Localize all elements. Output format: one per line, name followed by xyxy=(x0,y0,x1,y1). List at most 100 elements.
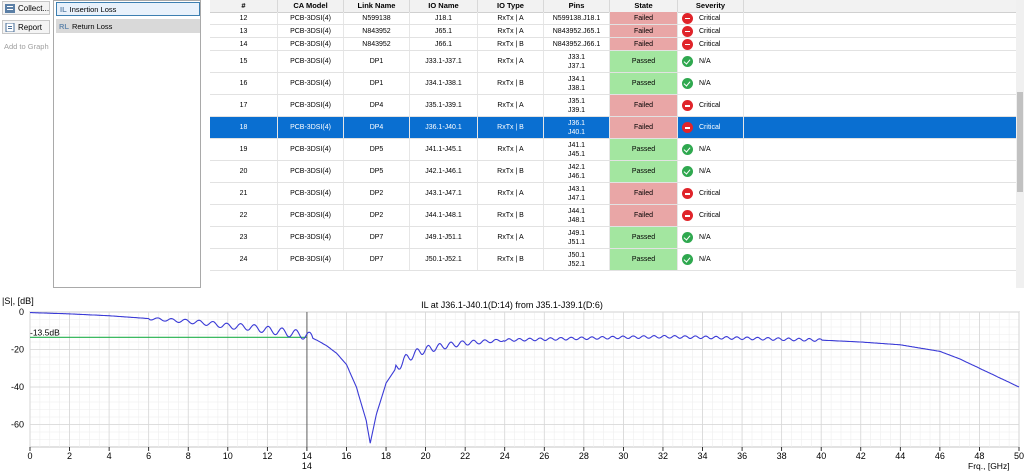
pins-cell: J35.1 J39.1 xyxy=(544,95,610,116)
column-header[interactable]: Pins xyxy=(544,0,610,12)
severity-label: Critical xyxy=(699,212,721,219)
table-row[interactable]: 16 PCB-3DSI(4) DP1 J34.1-J38.1 RxTx | B J34.1… xyxy=(210,73,1016,95)
link-cell: DP1 xyxy=(344,51,410,72)
table-row[interactable]: 12 PCB-3DSI(4) N599138 J18.1 RxTx | A N599138… xyxy=(210,12,1016,25)
num-cell: 15 xyxy=(210,51,278,72)
io-cell: J33.1-J37.1 xyxy=(410,51,478,72)
severity-cell: Critical xyxy=(678,38,744,50)
io-cell: J65.1 xyxy=(410,25,478,37)
report-button[interactable]: Report xyxy=(2,20,50,34)
scrollbar-thumb[interactable] xyxy=(1017,92,1023,192)
type-cell: RxTx | A xyxy=(478,12,544,24)
state-cell: Passed xyxy=(610,51,678,72)
x-tick-label: 50 xyxy=(1014,451,1024,461)
type-cell: RxTx | B xyxy=(478,73,544,94)
table-row[interactable]: 24 PCB-3DSI(4) DP7 J50.1-J52.1 RxTx | B J50.1… xyxy=(210,249,1016,271)
pins-cell: J33.1 J37.1 xyxy=(544,51,610,72)
model-cell: PCB-3DSI(4) xyxy=(278,227,344,248)
chart-title: IL at J36.1-J40.1(D:14) from J35.1-J39.1… xyxy=(421,300,603,310)
y-tick-label: -60 xyxy=(11,420,24,430)
column-header[interactable]: CA Model xyxy=(278,0,344,12)
table-row[interactable]: 20 PCB-3DSI(4) DP5 J42.1-J46.1 RxTx | B J42.1… xyxy=(210,161,1016,183)
link-cell: DP1 xyxy=(344,73,410,94)
severity-cell: Critical xyxy=(678,183,744,204)
table-row[interactable]: 23 PCB-3DSI(4) DP7 J49.1-J51.1 RxTx | A J49.1… xyxy=(210,227,1016,249)
table-row[interactable]: 21 PCB-3DSI(4) DP2 J43.1-J47.1 RxTx | A J43.1… xyxy=(210,183,1016,205)
list-item-insertion-loss[interactable]: IL Insertion Loss xyxy=(56,2,200,16)
severity-cell: N/A xyxy=(678,227,744,248)
pins-cell: N843952.J66.1 xyxy=(544,38,610,50)
severity-label: Critical xyxy=(699,14,721,22)
x-tick-label: 2 xyxy=(67,451,72,461)
x-tick-label: 16 xyxy=(341,451,351,461)
table-row[interactable]: 18 PCB-3DSI(4) DP4 J36.1-J40.1 RxTx | B J36.1… xyxy=(210,117,1016,139)
x-tick-label: 32 xyxy=(658,451,668,461)
check-icon xyxy=(682,232,693,243)
critical-icon xyxy=(682,12,693,24)
column-header[interactable]: Severity xyxy=(678,0,744,12)
num-cell: 23 xyxy=(210,227,278,248)
num-cell: 22 xyxy=(210,205,278,226)
table-row[interactable]: 15 PCB-3DSI(4) DP1 J33.1-J37.1 RxTx | A J33.1… xyxy=(210,51,1016,73)
link-cell: DP4 xyxy=(344,95,410,116)
state-cell: Failed xyxy=(610,117,678,138)
state-cell: Failed xyxy=(610,12,678,24)
link-cell: N843952 xyxy=(344,38,410,50)
x-tick-label: 8 xyxy=(186,451,191,461)
y-axis-title: |S|, [dB] xyxy=(2,296,34,306)
check-icon xyxy=(682,254,693,265)
num-cell: 19 xyxy=(210,139,278,160)
critical-icon xyxy=(682,188,693,199)
column-header[interactable]: IO Name xyxy=(410,0,478,12)
num-cell: 20 xyxy=(210,161,278,182)
pins-cell: J36.1 J40.1 xyxy=(544,117,610,138)
table-row[interactable]: 14 PCB-3DSI(4) N843952 J66.1 RxTx | B N843952… xyxy=(210,38,1016,51)
severity-label: N/A xyxy=(699,256,711,263)
link-cell: DP7 xyxy=(344,249,410,270)
table-scrollbar[interactable] xyxy=(1016,0,1024,288)
io-cell: J49.1-J51.1 xyxy=(410,227,478,248)
x-tick-label: 38 xyxy=(777,451,787,461)
severity-label: N/A xyxy=(699,80,711,87)
type-cell: RxTx | A xyxy=(478,183,544,204)
list-item-return-loss[interactable]: RL Return Loss xyxy=(56,19,200,33)
x-tick-label: 14 xyxy=(302,451,312,461)
severity-cell: Critical xyxy=(678,117,744,138)
model-cell: PCB-3DSI(4) xyxy=(278,73,344,94)
column-header[interactable]: # xyxy=(210,0,278,12)
x-tick-label: 0 xyxy=(27,451,32,461)
check-icon xyxy=(682,144,693,155)
add-to-graph-button[interactable]: Add to Graph xyxy=(4,42,49,51)
num-cell: 12 xyxy=(210,12,278,24)
column-header[interactable]: IO Type xyxy=(478,0,544,12)
state-cell: Passed xyxy=(610,73,678,94)
collect-button[interactable]: Collect... xyxy=(2,1,50,15)
io-cell: J66.1 xyxy=(410,38,478,50)
list-item-label: Insertion Loss xyxy=(69,4,117,14)
column-header[interactable]: Link Name xyxy=(344,0,410,12)
pins-cell: N599138.J18.1 xyxy=(544,12,610,24)
state-cell: Failed xyxy=(610,183,678,204)
model-cell: PCB-3DSI(4) xyxy=(278,139,344,160)
table-row[interactable]: 19 PCB-3DSI(4) DP5 J41.1-J45.1 RxTx | A J41.1… xyxy=(210,139,1016,161)
pins-cell: J34.1 J38.1 xyxy=(544,73,610,94)
table-row[interactable]: 17 PCB-3DSI(4) DP4 J35.1-J39.1 RxTx | A J35.1… xyxy=(210,95,1016,117)
model-cell: PCB-3DSI(4) xyxy=(278,51,344,72)
type-cell: RxTx | A xyxy=(478,95,544,116)
column-header[interactable]: State xyxy=(610,0,678,12)
plot-area[interactable]: 0 2 4 6 8 10 12 14 16 18 20 22 24 26 28 30 32 34 36 38 40 42 4… xyxy=(0,297,1024,476)
x-tick-label: 28 xyxy=(579,451,589,461)
io-cell: J42.1-J46.1 xyxy=(410,161,478,182)
state-cell: Failed xyxy=(610,95,678,116)
link-cell: DP2 xyxy=(344,205,410,226)
table-row[interactable]: 13 PCB-3DSI(4) N843952 J65.1 RxTx | A N843952… xyxy=(210,25,1016,38)
io-cell: J34.1-J38.1 xyxy=(410,73,478,94)
table-row[interactable]: 22 PCB-3DSI(4) DP2 J44.1-J48.1 RxTx | B J44.1… xyxy=(210,205,1016,227)
link-cell: DP2 xyxy=(344,183,410,204)
results-table: # CA Model Link Name IO Name IO Type Pin… xyxy=(210,0,1016,288)
num-cell: 24 xyxy=(210,249,278,270)
severity-cell: N/A xyxy=(678,249,744,270)
x-tick-label: 20 xyxy=(421,451,431,461)
type-cell: RxTx | B xyxy=(478,161,544,182)
critical-icon xyxy=(682,25,693,37)
